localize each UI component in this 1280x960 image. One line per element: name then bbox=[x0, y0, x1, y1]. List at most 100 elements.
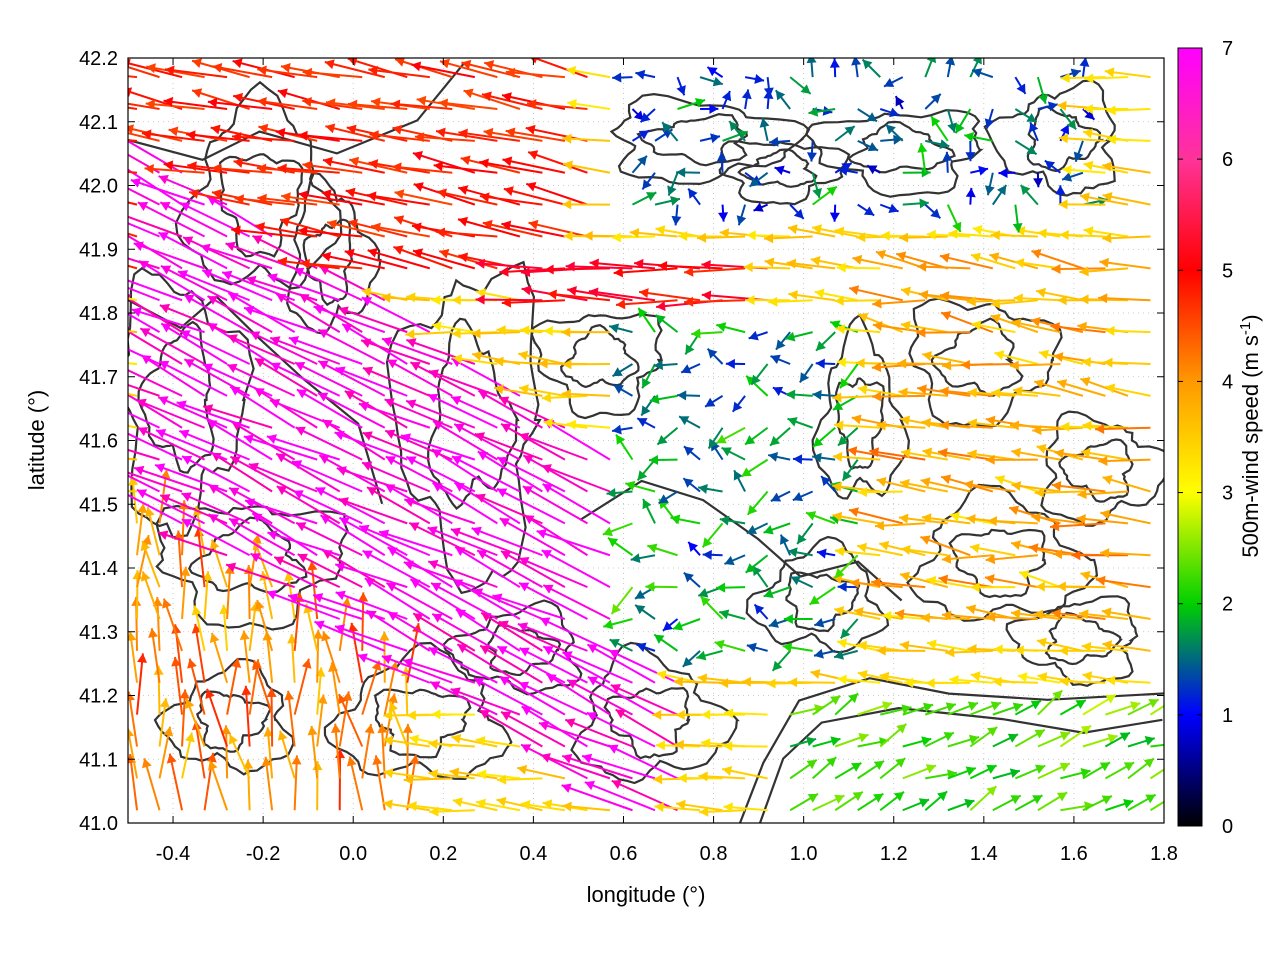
wind-arrow-shaft bbox=[451, 455, 521, 493]
wind-arrow bbox=[963, 479, 1016, 493]
wind-arrow-shaft bbox=[684, 267, 746, 274]
wind-arrow-shaft bbox=[502, 158, 566, 174]
wind-arrow bbox=[160, 322, 228, 365]
wind-arrow bbox=[261, 756, 274, 811]
colorbar-tick-label: 5 bbox=[1222, 260, 1233, 282]
wind-arrow-head bbox=[526, 99, 537, 110]
wind-arrow-head bbox=[78, 216, 88, 226]
wind-arrow-head bbox=[787, 417, 798, 427]
wind-arrow bbox=[701, 290, 768, 302]
wind-arrow-head bbox=[1026, 145, 1037, 155]
wind-arrow bbox=[697, 673, 746, 684]
wind-arrow-head bbox=[248, 462, 259, 473]
wind-arrow-head bbox=[518, 681, 530, 691]
wind-arrow-head bbox=[346, 756, 357, 767]
wind-arrow-head bbox=[501, 220, 512, 231]
wind-arrow-head bbox=[889, 107, 900, 118]
wind-arrow-head bbox=[719, 515, 730, 526]
wind-arrow bbox=[473, 677, 543, 716]
wind-arrow-head bbox=[338, 497, 349, 507]
wind-arrow-head bbox=[896, 723, 907, 734]
wind-arrow-head bbox=[746, 524, 758, 535]
wind-arrow-head bbox=[458, 216, 469, 227]
wind-arrow-head bbox=[313, 593, 324, 603]
wind-arrow bbox=[1082, 420, 1129, 431]
wind-arrow-head bbox=[298, 190, 309, 201]
wind-arrow bbox=[381, 654, 453, 684]
wind-arrow bbox=[945, 647, 993, 658]
wind-arrow-head bbox=[231, 225, 241, 236]
wind-arrow-head bbox=[677, 390, 687, 401]
wind-arrow bbox=[429, 806, 475, 817]
wind-arrow-head bbox=[834, 606, 845, 616]
wind-arrow-shaft bbox=[244, 499, 318, 525]
wind-arrow-shaft bbox=[542, 584, 611, 620]
wind-arrow bbox=[920, 477, 971, 493]
wind-arrow bbox=[224, 564, 235, 620]
wind-arrow bbox=[1105, 799, 1134, 812]
wind-arrow-shaft bbox=[194, 623, 206, 683]
wind-arrow-head bbox=[970, 582, 980, 593]
wind-arrow bbox=[645, 581, 678, 592]
wind-arrow bbox=[453, 423, 521, 461]
wind-arrow bbox=[744, 74, 765, 84]
wind-arrow-shaft bbox=[390, 102, 453, 110]
wind-arrow-shaft bbox=[848, 508, 903, 525]
wind-arrow-head bbox=[942, 151, 953, 162]
wind-arrow-head bbox=[1059, 762, 1070, 772]
wind-arrow-head bbox=[158, 232, 169, 242]
wind-arrow bbox=[857, 487, 903, 498]
wind-arrow bbox=[1059, 699, 1087, 716]
wind-arrow bbox=[239, 630, 251, 683]
wind-arrow-head bbox=[952, 221, 962, 232]
wind-arrow-head bbox=[931, 116, 941, 127]
wind-arrow bbox=[369, 130, 430, 142]
wind-arrow bbox=[362, 366, 431, 397]
wind-arrow-head bbox=[543, 646, 554, 656]
wind-arrow bbox=[581, 753, 656, 780]
wind-arrow-head bbox=[480, 645, 491, 655]
wind-arrow-head bbox=[431, 582, 442, 592]
colorbar-tick-label: 0 bbox=[1222, 816, 1233, 838]
wind-arrow bbox=[629, 228, 678, 238]
wind-arrow-head bbox=[747, 504, 758, 515]
wind-arrow bbox=[925, 678, 971, 689]
wind-arrow-shaft bbox=[561, 784, 633, 812]
wind-arrow bbox=[851, 58, 862, 78]
wind-arrow-head bbox=[1145, 794, 1156, 804]
wind-arrow-head bbox=[834, 568, 845, 578]
wind-arrow-head bbox=[314, 620, 325, 630]
wind-arrow-shaft bbox=[128, 222, 160, 238]
wind-arrow bbox=[917, 261, 971, 272]
wind-arrow-shaft bbox=[358, 525, 431, 557]
wind-arrow-head bbox=[404, 497, 415, 508]
wind-arrow bbox=[902, 798, 930, 812]
wind-arrow-head bbox=[92, 457, 102, 466]
wind-arrow-head bbox=[786, 258, 797, 269]
wind-arrow-head bbox=[131, 307, 142, 317]
wind-arrow bbox=[177, 270, 250, 302]
wind-arrow bbox=[433, 161, 498, 174]
wind-arrow bbox=[648, 455, 678, 465]
wind-arrow bbox=[706, 348, 724, 365]
wind-arrow bbox=[541, 549, 611, 589]
terrain-contour bbox=[153, 657, 295, 776]
wind-arrow bbox=[677, 773, 723, 784]
wind-arrow bbox=[450, 395, 521, 429]
wind-arrow-shaft bbox=[334, 563, 408, 589]
wind-arrow-head bbox=[1099, 257, 1109, 268]
wind-arrow-head bbox=[403, 658, 414, 668]
wind-arrow bbox=[456, 643, 521, 684]
wind-arrow-head bbox=[208, 760, 218, 771]
terrain-contour bbox=[1044, 611, 1123, 666]
wind-arrow bbox=[809, 586, 836, 606]
wind-arrow-head bbox=[189, 189, 199, 199]
wind-arrow bbox=[832, 481, 881, 493]
terrain-contour bbox=[286, 171, 382, 335]
wind-arrow bbox=[201, 269, 273, 302]
wind-arrow-head bbox=[1016, 83, 1026, 94]
wind-arrow-head bbox=[876, 645, 886, 656]
wind-arrow bbox=[542, 645, 611, 684]
wind-arrow bbox=[128, 286, 160, 302]
wind-arrow-head bbox=[294, 267, 305, 277]
